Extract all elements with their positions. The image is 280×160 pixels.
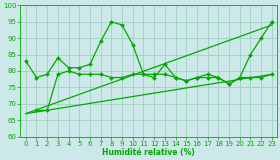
X-axis label: Humidité relative (%): Humidité relative (%) bbox=[102, 148, 195, 157]
